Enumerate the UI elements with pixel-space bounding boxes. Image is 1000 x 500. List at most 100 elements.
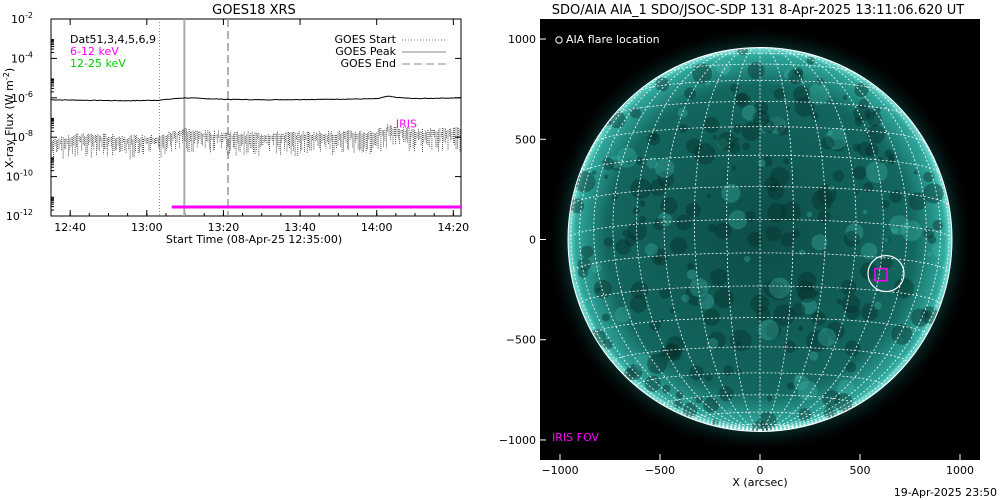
- aia-x-axis-label: X (arcsec): [732, 476, 787, 489]
- solar-texture-blob: [654, 158, 675, 178]
- goes-y-tick-exp: -8: [25, 129, 33, 138]
- goes-y-axis-label-main: X-ray Flux (W m: [3, 80, 16, 168]
- solar-texture-blob: [763, 156, 773, 167]
- goes-y-tick-base: 10: [11, 52, 25, 65]
- longitude-line: [570, 75, 761, 431]
- flare-legend-icon: [555, 36, 563, 44]
- flare-legend-text: AIA flare location: [566, 33, 660, 46]
- aia-y-tick-label: 0: [529, 234, 536, 247]
- solar-texture-blob: [638, 106, 643, 111]
- iris-fov-label: IRIS FOV: [552, 431, 599, 444]
- solar-texture-blob: [832, 139, 845, 152]
- goes-y-tick-base: 10: [11, 131, 25, 144]
- solar-texture-blob: [644, 243, 658, 257]
- longitude-line: [759, 47, 827, 431]
- legend-goes-peak: GOES Peak: [335, 45, 396, 58]
- solar-texture-blob: [798, 285, 817, 303]
- longitude-line: [759, 47, 857, 431]
- solar-texture-blob: [695, 395, 703, 404]
- solar-texture-blob: [601, 313, 610, 322]
- solar-texture-blob: [881, 199, 890, 209]
- solar-texture-blob: [705, 80, 711, 86]
- solar-texture-blob: [900, 220, 922, 242]
- solar-texture-blob: [913, 170, 918, 175]
- solar-texture-blob: [647, 353, 668, 374]
- solar-texture-blob: [708, 223, 717, 233]
- solar-texture-blob: [797, 271, 817, 291]
- solar-texture-blob: [798, 249, 805, 256]
- solar-texture-blob: [715, 58, 732, 75]
- solar-texture-blob: [650, 132, 658, 140]
- solar-texture-blob: [713, 288, 735, 309]
- solar-disk: [568, 47, 952, 432]
- solar-texture-blob: [654, 255, 663, 264]
- aia-chart-title: SDO/AIA AIA_1 SDO/JSOC-SDP 131 8-Apr-202…: [552, 3, 965, 18]
- solar-texture-blob: [767, 203, 787, 223]
- flare-location-marker: [867, 254, 905, 293]
- solar-texture-blob: [687, 262, 695, 270]
- solar-texture-blob: [649, 179, 667, 197]
- legend-goes-start: GOES Start: [335, 33, 397, 46]
- solar-texture-blob: [630, 178, 652, 199]
- solar-texture-blob: [767, 183, 785, 200]
- solar-texture-blob: [675, 391, 684, 399]
- goes-series-label-6-12: 6-12 keV: [70, 45, 119, 58]
- solar-texture-blob: [843, 230, 860, 248]
- solar-texture-blob: [662, 344, 680, 362]
- solar-texture-blob: [706, 193, 712, 198]
- latitude-line: [570, 186, 950, 206]
- solar-texture-blob: [624, 368, 636, 380]
- solar-texture-blob: [797, 380, 818, 401]
- solar-texture-blob: [794, 374, 802, 382]
- solar-texture-blob: [792, 303, 806, 317]
- solar-texture-blob: [769, 282, 788, 301]
- solar-texture-blob: [730, 329, 752, 352]
- solar-texture-blob: [769, 277, 790, 299]
- solar-texture-blob: [622, 229, 631, 237]
- latitude-line: [593, 126, 927, 144]
- solar-texture-blob: [810, 111, 819, 120]
- solar-texture-blob: [603, 237, 614, 247]
- solar-texture-blob: [660, 318, 665, 323]
- solar-texture-blob: [763, 280, 781, 298]
- solar-texture-blob: [669, 348, 682, 361]
- solar-texture-blob: [657, 170, 674, 188]
- solar-texture-blob: [595, 287, 601, 293]
- goes-y-tick-label: 10-4: [11, 50, 33, 65]
- latitude-line: [613, 101, 907, 116]
- solar-texture-blob: [644, 375, 661, 392]
- solar-texture-blob: [686, 269, 697, 280]
- solar-texture-blob: [854, 116, 864, 127]
- longitude-line: [759, 75, 950, 431]
- solar-texture-blob: [590, 262, 602, 273]
- latitude-line: [693, 411, 827, 420]
- goes-y-tick-label: 10-8: [11, 129, 33, 144]
- solar-texture-blob: [923, 171, 934, 183]
- goes-y-tick-base: 10: [6, 210, 20, 223]
- solar-texture-blob: [661, 384, 671, 394]
- goes-y-axis-label-close: ): [3, 68, 16, 72]
- solar-texture-blob: [682, 402, 698, 417]
- goes-y-tick-base: 10: [11, 92, 25, 105]
- solar-texture-blob: [773, 88, 786, 100]
- goes-x-axis: 12:40 13:00 13:20 13:40 14:00 14:20: [50, 19, 469, 234]
- solar-texture-blob: [844, 340, 861, 357]
- solar-texture-blob: [649, 319, 661, 331]
- solar-texture-blob: [750, 294, 769, 313]
- solar-texture-blob: [758, 159, 766, 167]
- solar-texture-blob: [787, 68, 804, 85]
- solar-texture-blob: [887, 156, 896, 165]
- solar-texture-blob: [591, 170, 597, 176]
- solar-texture-blob: [817, 328, 836, 347]
- longitude-line: [759, 50, 927, 431]
- longitude-line: [759, 48, 908, 431]
- solar-texture-blob: [659, 287, 671, 299]
- solar-texture-blob: [646, 157, 658, 169]
- goes-x-tick-label: 13:20: [208, 221, 240, 234]
- solar-texture-blob: [735, 137, 740, 142]
- solar-texture-blob: [653, 218, 666, 231]
- solar-texture-blob: [822, 389, 840, 408]
- solar-texture-blob: [678, 123, 688, 133]
- solar-texture-blob: [780, 232, 795, 247]
